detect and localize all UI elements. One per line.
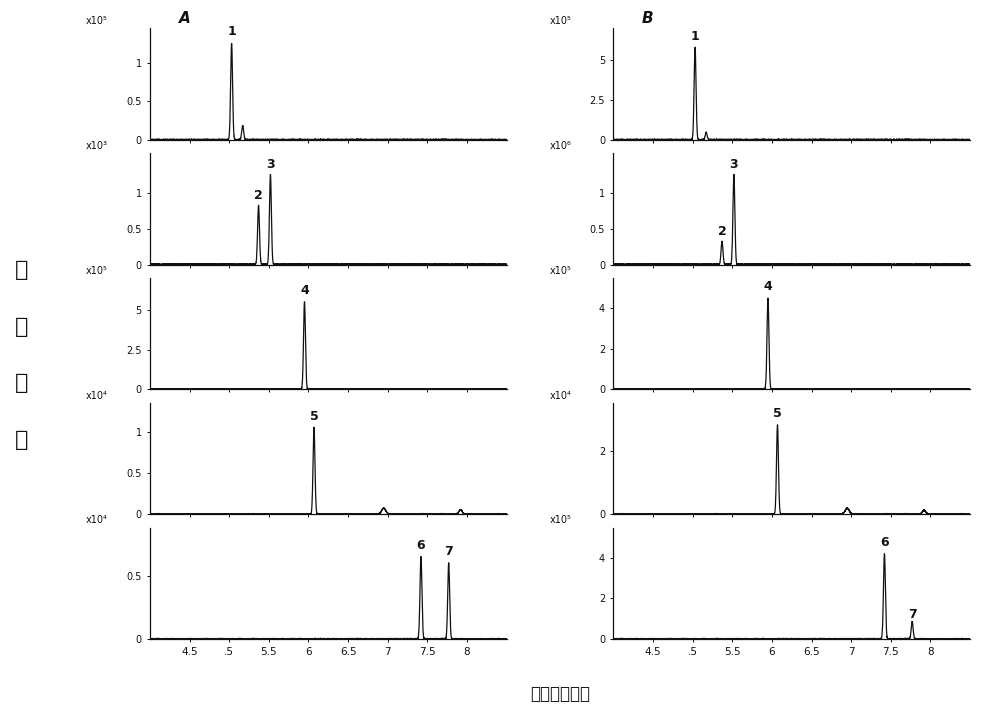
Text: x10³: x10³ (86, 141, 108, 151)
Text: 6: 6 (417, 539, 425, 552)
Text: x10⁴: x10⁴ (549, 391, 571, 400)
Text: 5: 5 (310, 410, 318, 422)
Text: 时间（分钟）: 时间（分钟） (530, 685, 590, 703)
Text: 7: 7 (908, 608, 917, 621)
Text: 6: 6 (880, 536, 889, 549)
Text: 3: 3 (266, 158, 275, 171)
Text: x10⁵: x10⁵ (549, 266, 571, 275)
Text: x10⁶: x10⁶ (549, 141, 571, 151)
Text: 3: 3 (730, 158, 738, 171)
Text: 2: 2 (254, 189, 263, 202)
Text: x10⁵: x10⁵ (86, 266, 108, 275)
Text: B: B (642, 11, 654, 26)
Text: x10⁵: x10⁵ (549, 515, 571, 525)
Text: x10⁴: x10⁴ (86, 515, 108, 525)
Text: x10⁵: x10⁵ (549, 16, 571, 26)
Text: 度: 度 (15, 430, 29, 450)
Text: 对: 对 (15, 317, 29, 337)
Text: 7: 7 (444, 545, 453, 558)
Text: 4: 4 (764, 280, 772, 293)
Text: 4: 4 (300, 284, 309, 297)
Text: x10⁵: x10⁵ (86, 16, 108, 26)
Text: 1: 1 (691, 30, 699, 43)
Text: 2: 2 (718, 225, 726, 238)
Text: A: A (179, 11, 190, 26)
Text: 相: 相 (15, 260, 29, 280)
Text: 1: 1 (227, 26, 236, 38)
Text: x10⁴: x10⁴ (86, 391, 108, 400)
Text: 丰: 丰 (15, 373, 29, 393)
Text: 5: 5 (773, 408, 782, 420)
